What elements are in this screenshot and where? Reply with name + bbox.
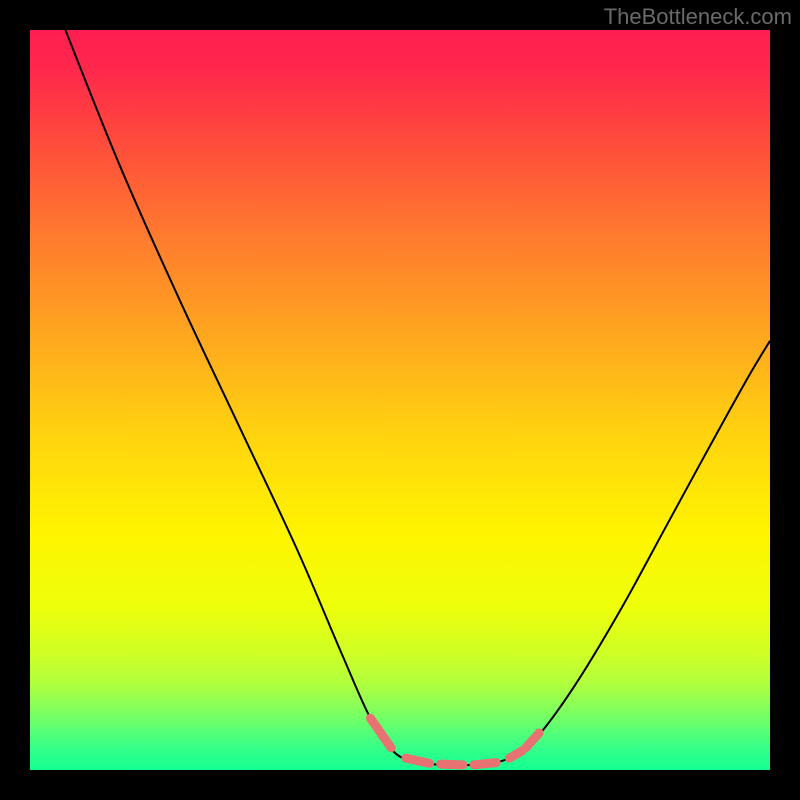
v-curve-chart [30,30,770,770]
marker-segment [406,758,430,763]
marker-segment [510,751,523,758]
gradient-background [30,30,770,770]
chart-plot-area [30,30,770,770]
marker-segment [474,763,496,765]
watermark-text: TheBottleneck.com [604,4,792,30]
marker-segment [441,764,463,765]
